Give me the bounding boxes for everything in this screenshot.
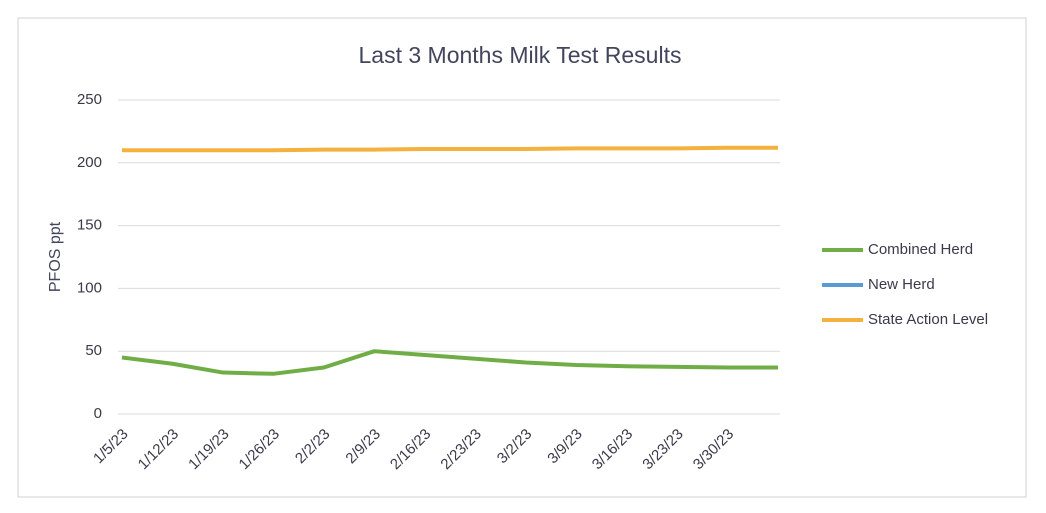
y-tick-label: 0 bbox=[94, 405, 102, 422]
series-line bbox=[121, 349, 778, 376]
series-line bbox=[122, 145, 778, 153]
y-tick-label: 50 bbox=[85, 342, 102, 359]
chart-frame bbox=[17, 17, 1027, 498]
y-tick-label: 200 bbox=[77, 154, 102, 171]
y-axis-label: PFOS ppt bbox=[47, 221, 64, 292]
legend-label: New Herd bbox=[868, 276, 935, 293]
legend-label: Combined Herd bbox=[868, 241, 973, 258]
chart-title: Last 3 Months Milk Test Results bbox=[359, 42, 682, 68]
y-tick-label: 100 bbox=[77, 279, 102, 296]
y-tick-label: 150 bbox=[77, 217, 102, 234]
legend-label: State Action Level bbox=[868, 311, 988, 328]
y-tick-label: 250 bbox=[77, 91, 102, 108]
